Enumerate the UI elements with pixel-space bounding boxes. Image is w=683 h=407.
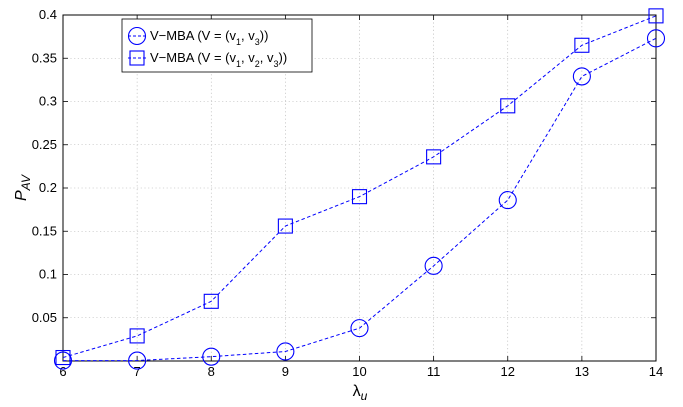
x-tick-label: 14 xyxy=(649,364,663,379)
x-tick-label: 10 xyxy=(352,364,366,379)
legend-box xyxy=(121,18,313,73)
legend-label-text: , v xyxy=(260,50,274,65)
legend-label-text: )) xyxy=(260,28,269,43)
legend: V−MBA (V = (v1, v3))V−MBA (V = (v1, v2, … xyxy=(121,18,313,73)
legend-label-text: V−MBA (V = (v xyxy=(150,50,236,65)
legend-entry: V−MBA (V = (v1, v3)) xyxy=(127,26,268,47)
data-point-square xyxy=(574,37,590,53)
data-point-square xyxy=(648,8,664,24)
series-layer xyxy=(53,8,666,370)
data-point-circle xyxy=(202,347,221,366)
x-axis-label: λu xyxy=(353,383,368,403)
x-axis-label-subscript: u xyxy=(361,389,368,403)
legend-subscript: 1 xyxy=(236,37,241,47)
data-point-square xyxy=(426,149,442,165)
y-tick-label: 0.4 xyxy=(39,7,57,22)
x-tick-label: 11 xyxy=(427,364,441,379)
x-tick-label: 7 xyxy=(134,364,141,379)
legend-label-text: V−MBA (V = (v xyxy=(150,28,236,43)
legend-label-text: )) xyxy=(279,50,288,65)
y-tick-label: 0.25 xyxy=(32,137,57,152)
legend-label-text: , v xyxy=(241,28,255,43)
series-square xyxy=(55,8,664,366)
data-point-square xyxy=(203,293,219,309)
data-point-square xyxy=(500,98,516,114)
data-point-square xyxy=(129,328,145,344)
legend-label: V−MBA (V = (v1, v2, v3)) xyxy=(150,50,287,69)
data-point-square xyxy=(351,189,368,205)
x-tick-label: 6 xyxy=(59,364,66,379)
data-point-square xyxy=(277,218,293,234)
legend-entry: V−MBA (V = (v1, v2, v3)) xyxy=(128,50,287,69)
legend-marker-circle xyxy=(127,26,147,46)
legend-subscript: 3 xyxy=(255,37,260,47)
x-tick-label: 13 xyxy=(575,364,589,379)
y-tick-label: 0.2 xyxy=(39,180,57,195)
series-line xyxy=(62,15,657,359)
y-axis-label: PAV xyxy=(13,174,33,201)
y-tick-label: 0.35 xyxy=(32,50,57,65)
y-tick-label: 0.15 xyxy=(32,223,57,238)
y-tick-label: 0.1 xyxy=(39,267,57,282)
x-tick-label: 8 xyxy=(208,364,215,379)
x-tick-label: 12 xyxy=(501,364,515,379)
y-tick-label: 0.3 xyxy=(39,94,57,109)
data-point-circle xyxy=(276,342,295,361)
data-point-square xyxy=(55,349,71,366)
legend-subscript: 3 xyxy=(273,59,278,69)
data-point-circle xyxy=(572,67,591,86)
data-point-circle xyxy=(424,256,443,275)
grid xyxy=(63,15,656,361)
legend-label: V−MBA (V = (v1, v3)) xyxy=(150,28,268,47)
y-axis-label-subscript: AV xyxy=(19,174,33,191)
data-point-circle xyxy=(350,319,369,338)
data-point-circle xyxy=(128,351,147,370)
legend-subscript: 2 xyxy=(255,59,260,69)
x-tick-label: 9 xyxy=(282,364,289,379)
legend-label-text: , v xyxy=(241,50,255,65)
axis-ticks: 6 7 8 9 10 11 12 13 140.050.10.150.20.250.30.350… xyxy=(32,7,664,379)
y-tick-label: 0.05 xyxy=(32,310,57,325)
series-line xyxy=(63,37,657,362)
series-circle xyxy=(53,29,666,370)
legend-subscript: 1 xyxy=(236,59,241,69)
data-point-circle xyxy=(53,351,73,370)
data-point-circle xyxy=(646,29,666,48)
data-point-circle xyxy=(498,191,517,210)
legend-marker-square xyxy=(129,50,145,66)
